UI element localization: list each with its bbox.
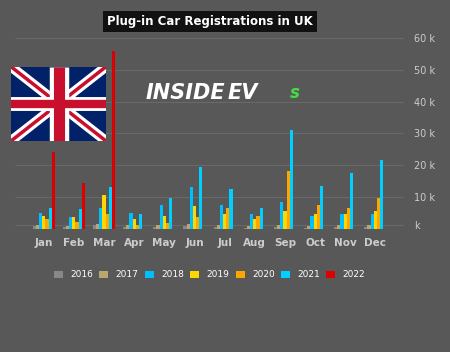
Bar [310, 216, 314, 228]
Bar [126, 225, 130, 228]
Bar [169, 199, 172, 228]
Bar [196, 218, 199, 228]
Bar [103, 195, 106, 228]
Bar [274, 227, 277, 228]
Text: EV: EV [227, 83, 257, 103]
Bar [63, 227, 66, 228]
Bar [93, 225, 96, 228]
Bar [52, 152, 55, 228]
Bar [42, 216, 45, 228]
Legend: 2016, 2017, 2018, 2019, 2020, 2021, 2022: 2016, 2017, 2018, 2019, 2020, 2021, 2022 [50, 267, 369, 283]
Bar [230, 189, 233, 228]
Bar [123, 227, 126, 228]
Bar [136, 225, 139, 228]
Bar [284, 211, 287, 228]
Bar [368, 225, 371, 228]
Bar [157, 225, 160, 228]
Bar [69, 218, 72, 228]
Bar [377, 199, 380, 228]
Bar [260, 208, 263, 228]
Text: INSIDE: INSIDE [145, 83, 225, 103]
Bar [220, 205, 223, 228]
Bar [226, 208, 230, 228]
Bar [112, 51, 115, 228]
Bar [82, 183, 85, 228]
Bar [39, 213, 42, 228]
Bar [320, 186, 323, 228]
Title: Plug-in Car Registrations in UK: Plug-in Car Registrations in UK [107, 15, 312, 28]
Bar [344, 214, 347, 228]
Bar [374, 211, 377, 228]
Bar [99, 208, 103, 228]
Bar [163, 216, 166, 228]
Bar [253, 219, 256, 228]
Bar [247, 226, 250, 228]
Bar [79, 209, 82, 228]
Bar [96, 224, 99, 228]
Bar [49, 208, 52, 228]
Bar [250, 214, 253, 228]
Bar [334, 227, 338, 228]
Bar [347, 208, 350, 228]
Bar [314, 214, 317, 228]
Bar [199, 167, 202, 228]
Bar [184, 226, 187, 228]
Bar [371, 214, 374, 228]
Bar [166, 223, 169, 228]
Bar [223, 214, 226, 228]
Bar [153, 227, 157, 228]
Bar [341, 214, 344, 228]
Bar [36, 225, 39, 228]
Bar [133, 219, 136, 228]
Bar [380, 161, 383, 228]
Bar [214, 227, 217, 228]
Bar [160, 205, 163, 228]
Bar [350, 173, 353, 228]
Bar [66, 226, 69, 228]
Text: s: s [290, 84, 300, 102]
Bar [290, 130, 293, 228]
Bar [364, 227, 368, 228]
Bar [45, 219, 49, 228]
Bar [139, 214, 142, 228]
Bar [338, 225, 341, 228]
Bar [256, 216, 260, 228]
Bar [76, 222, 79, 228]
Bar [33, 226, 36, 228]
Bar [287, 171, 290, 228]
Bar [106, 214, 109, 228]
Bar [72, 218, 76, 228]
Bar [130, 213, 133, 228]
Bar [280, 202, 284, 228]
Bar [307, 226, 310, 228]
Bar [193, 206, 196, 228]
Bar [109, 187, 112, 228]
Bar [277, 225, 280, 228]
Bar [187, 224, 190, 228]
Bar [190, 187, 193, 228]
Bar [217, 225, 220, 228]
Bar [317, 205, 320, 228]
